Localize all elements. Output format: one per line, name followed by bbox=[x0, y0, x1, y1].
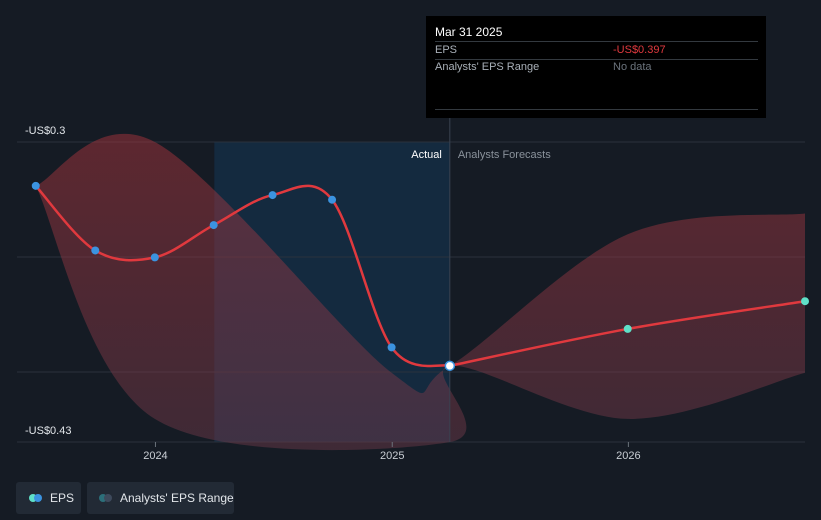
eps-actual-point[interactable] bbox=[268, 191, 277, 200]
eps-actual-point[interactable] bbox=[31, 181, 40, 190]
y-axis-bottom-label: -US$0.43 bbox=[25, 425, 71, 437]
tooltip-range-value: No data bbox=[613, 61, 652, 73]
legend-range-label: Analysts' EPS Range bbox=[120, 491, 234, 505]
tooltip-divider bbox=[435, 109, 758, 110]
eps-forecast-point[interactable] bbox=[623, 324, 632, 333]
forecast-region-label: Analysts Forecasts bbox=[458, 149, 551, 161]
legend-eps-label: EPS bbox=[50, 491, 75, 505]
legend-range-dot-icon-2 bbox=[104, 494, 112, 502]
eps-tooltip: Mar 31 2025 EPS -US$0.397 Analysts' EPS … bbox=[426, 16, 766, 118]
x-tick-label: 2025 bbox=[380, 450, 404, 462]
x-tick-label: 2026 bbox=[616, 450, 640, 462]
tooltip-eps-value: -US$0.397 bbox=[613, 44, 666, 56]
analysts-eps-range-band bbox=[35, 133, 806, 451]
legend-eps[interactable]: EPS bbox=[16, 482, 81, 514]
eps-actual-point[interactable] bbox=[91, 246, 100, 255]
eps-actual-point[interactable] bbox=[387, 343, 396, 352]
eps-actual-point[interactable] bbox=[444, 360, 456, 372]
tooltip-eps-label: EPS bbox=[435, 44, 458, 56]
legend-analysts-eps-range[interactable]: Analysts' EPS Range bbox=[87, 482, 234, 514]
tooltip-date: Mar 31 2025 bbox=[435, 25, 503, 39]
eps-forecast-point[interactable] bbox=[801, 297, 809, 306]
eps-actual-line bbox=[34, 184, 451, 368]
legend-eps-dot-icon bbox=[29, 494, 37, 502]
eps-actual-point[interactable] bbox=[150, 253, 159, 262]
eps-actual-point[interactable] bbox=[209, 221, 218, 230]
tooltip-range-label: Analysts' EPS Range bbox=[435, 61, 540, 73]
tooltip-row-eps: EPS -US$0.397 bbox=[435, 41, 758, 60]
y-axis-top-label: -US$0.3 bbox=[25, 125, 65, 137]
actual-region-label: Actual bbox=[411, 149, 442, 161]
eps-actual-point[interactable] bbox=[328, 195, 337, 204]
x-tick-label: 2024 bbox=[143, 450, 167, 462]
legend-eps-dot-icon-2 bbox=[34, 494, 42, 502]
tooltip-row-range: Analysts' EPS Range No data bbox=[435, 59, 758, 76]
legend-range-dot-icon bbox=[99, 494, 107, 502]
